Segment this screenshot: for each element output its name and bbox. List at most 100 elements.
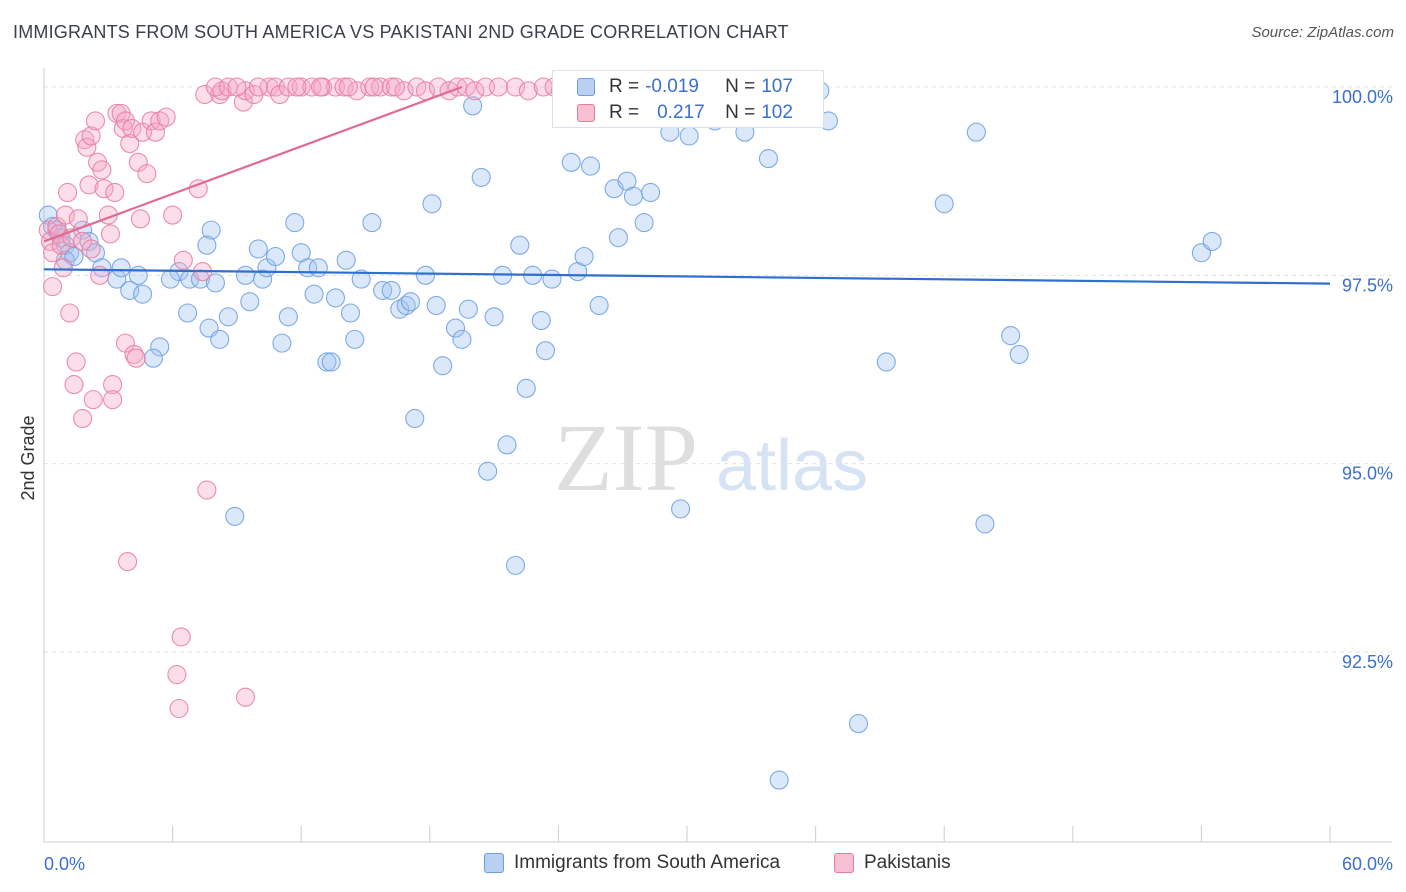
point-pakistanis-88 — [488, 77, 508, 97]
point-south-america-72 — [510, 235, 530, 255]
point-pakistanis-66 — [259, 77, 279, 97]
point-south-america-44 — [317, 352, 337, 372]
point-south-america-53 — [381, 280, 401, 300]
trend-line-pakistanis — [43, 85, 463, 243]
point-south-america-29 — [218, 307, 238, 327]
point-south-america-18 — [143, 348, 163, 368]
point-pakistanis-70 — [291, 77, 311, 97]
tick-labels: 92.5% 95.0% 97.5% 100.0% 0.0% 60.0% — [44, 87, 1393, 874]
point-south-america-51 — [362, 213, 382, 233]
point-south-america-17 — [150, 337, 170, 357]
point-south-america-63 — [452, 329, 472, 349]
trend-line-south-america — [43, 268, 1331, 285]
point-south-america-105 — [966, 122, 986, 142]
point-south-america-102 — [848, 714, 869, 734]
r-value-south-america: -0.019 — [645, 76, 699, 97]
point-pakistanis-78 — [381, 77, 401, 97]
point-pakistanis-86 — [465, 81, 485, 101]
legend-row-pakistanis: R = 0.217 N = 102 — [577, 100, 793, 126]
point-south-america-49 — [345, 329, 365, 349]
y-tick-label-3: 100.0% — [1332, 87, 1393, 107]
chart-title: IMMIGRANTS FROM SOUTH AMERICA VS PAKISTA… — [13, 22, 789, 42]
point-south-america-56 — [400, 292, 421, 312]
x-tick-label-0: 0.0% — [44, 854, 85, 874]
point-pakistanis-21 — [83, 390, 103, 410]
legend-row-south-america: R = -0.019 N = 107 — [577, 74, 793, 100]
point-south-america-81 — [574, 246, 594, 267]
point-south-america-94 — [679, 126, 699, 146]
point-pakistanis-59 — [197, 480, 217, 500]
point-south-america-59 — [422, 194, 442, 214]
n-label: N = — [725, 76, 756, 97]
point-south-america-98 — [758, 149, 778, 169]
watermark-zip: ZIP — [554, 404, 698, 511]
point-pakistanis-20 — [81, 239, 101, 259]
data-points — [38, 77, 1222, 790]
point-south-america-93 — [671, 499, 691, 519]
point-pakistanis-77 — [370, 77, 391, 97]
swatch-south-america — [577, 78, 595, 96]
point-pakistanis-22 — [81, 126, 101, 146]
point-pakistanis-63 — [235, 687, 256, 707]
point-pakistanis-42 — [126, 348, 146, 368]
point-south-america-39 — [285, 213, 305, 233]
point-pakistanis-29 — [100, 224, 120, 244]
point-south-america-14 — [120, 280, 140, 300]
point-south-america-110 — [1202, 231, 1222, 251]
point-pakistanis-25 — [92, 160, 112, 180]
point-south-america-16 — [128, 265, 148, 285]
point-south-america-58 — [415, 265, 436, 285]
point-south-america-32 — [240, 292, 260, 312]
point-pakistanis-19 — [79, 175, 99, 195]
watermark: ZIP atlas — [554, 404, 868, 511]
point-south-america-79 — [561, 152, 581, 172]
point-south-america-31 — [235, 265, 256, 285]
legend-item-pakistanis[interactable]: Pakistanis — [834, 852, 951, 874]
point-south-america-99 — [769, 770, 789, 790]
point-south-america-76 — [535, 341, 556, 361]
legend-label-south-america: Immigrants from South America — [514, 852, 781, 873]
point-south-america-60 — [426, 295, 446, 316]
r-label: R = — [609, 76, 640, 97]
point-pakistanis-52 — [167, 665, 187, 685]
point-south-america-20 — [160, 269, 181, 289]
point-south-america-77 — [542, 269, 562, 289]
point-south-america-75 — [531, 310, 551, 331]
point-pakistanis-14 — [68, 209, 88, 229]
point-pakistanis-13 — [66, 352, 86, 372]
point-south-america-36 — [265, 246, 286, 267]
point-pakistanis-9 — [58, 182, 78, 203]
point-pakistanis-54 — [171, 627, 191, 647]
point-south-america-13 — [111, 258, 131, 278]
point-pakistanis-16 — [73, 408, 93, 429]
source-label: Source: ZipAtlas.com — [1251, 24, 1394, 41]
point-pakistanis-76 — [360, 77, 380, 97]
watermark-atlas: atlas — [716, 426, 868, 506]
point-south-america-37 — [272, 333, 292, 353]
point-pakistanis-46 — [137, 164, 157, 184]
r-label: R = — [609, 102, 640, 123]
point-south-america-107 — [1001, 326, 1021, 346]
point-pakistanis-38 — [118, 552, 138, 572]
point-south-america-26 — [178, 303, 198, 323]
point-south-america-11 — [92, 258, 112, 278]
point-pakistanis-32 — [103, 390, 123, 410]
point-pakistanis-50 — [156, 107, 176, 127]
point-pakistanis-53 — [169, 698, 189, 719]
point-south-america-24 — [205, 273, 226, 293]
point-south-america-34 — [253, 269, 273, 289]
point-pakistanis-36 — [115, 111, 135, 131]
point-pakistanis-31 — [103, 375, 123, 395]
point-south-america-48 — [340, 303, 361, 323]
legend-item-south-america[interactable]: Immigrants from South America — [484, 852, 780, 874]
legend-swatch-south-america — [484, 853, 504, 873]
n-value-pakistanis: 102 — [761, 102, 793, 123]
point-pakistanis-74 — [334, 77, 354, 97]
trend-lines — [43, 85, 1331, 285]
point-pakistanis-95 — [227, 77, 247, 97]
point-south-america-73 — [516, 378, 536, 398]
point-south-america-62 — [445, 318, 466, 338]
point-pakistanis-55 — [173, 250, 193, 270]
point-pakistanis-27 — [94, 179, 114, 199]
